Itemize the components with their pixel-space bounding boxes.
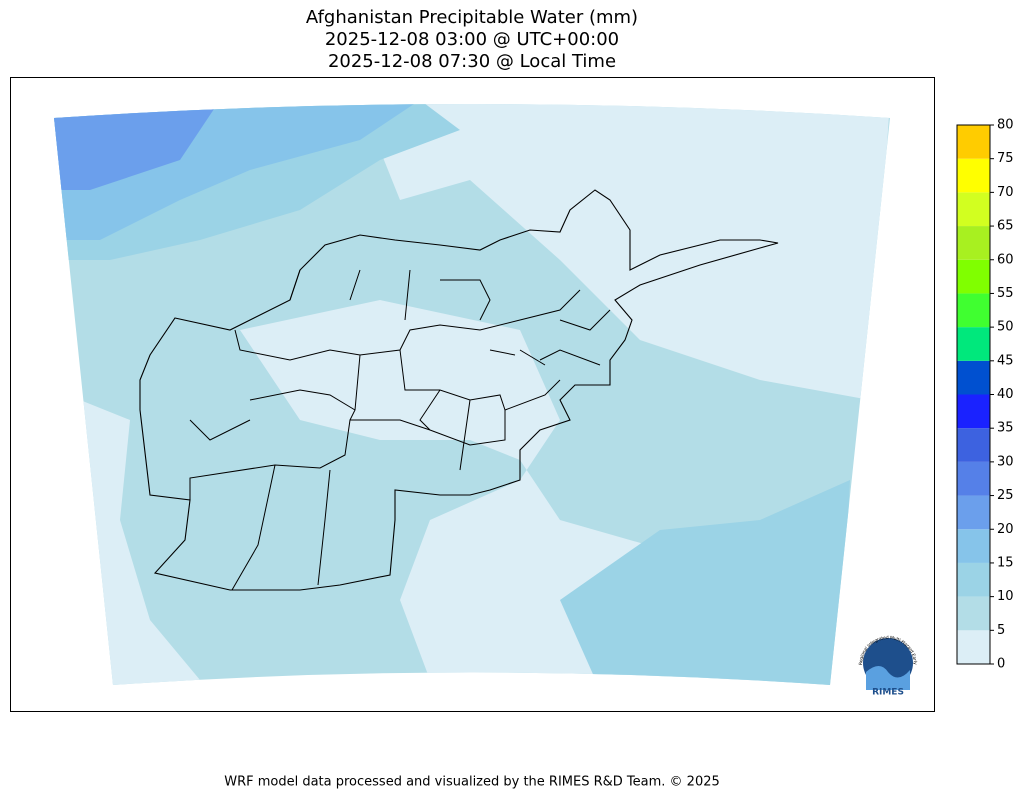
colorbar-tick-label: 45 <box>997 353 1014 368</box>
colorbar-tick-label: 20 <box>997 522 1014 537</box>
colorbar-tick-label: 50 <box>997 320 1014 335</box>
colorbar-bin <box>957 259 990 294</box>
colorbar-tick-label: 35 <box>997 421 1014 436</box>
colorbar-tick-label: 15 <box>997 555 1014 570</box>
colorbar-bin <box>957 293 990 328</box>
field-mid <box>560 480 850 685</box>
footer: WRF model data processed and visualized … <box>224 775 720 790</box>
colorbar-bin <box>957 226 990 260</box>
colorbar-bin <box>957 192 990 227</box>
map: Regional Integrated Multi-Hazard Early W… <box>0 0 935 712</box>
field-high <box>54 104 220 190</box>
colorbar-bin <box>957 125 990 159</box>
colorbar-tick-label: 60 <box>997 252 1014 267</box>
colorbar-bin <box>957 562 990 597</box>
colorbar-tick-label: 80 <box>997 118 1014 133</box>
colorbar-bin <box>957 596 990 631</box>
colorbar-bin <box>957 327 990 361</box>
colorbar-bin <box>957 495 990 530</box>
field-low <box>80 400 200 685</box>
logo-text: RIMES <box>872 688 904 698</box>
colorbar-tick-label: 40 <box>997 387 1014 402</box>
title-line: 2025-12-08 07:30 @ Local Time <box>328 51 616 72</box>
colorbar-bin <box>957 630 990 664</box>
province-borders <box>189 269 611 591</box>
title-line: Afghanistan Precipitable Water (mm) <box>306 7 638 28</box>
colorbar-bin <box>957 529 990 563</box>
colorbar-bin <box>957 360 990 395</box>
colorbar-bin <box>957 158 990 193</box>
logo-wave <box>866 666 910 690</box>
colorbar-tick-label: 25 <box>997 488 1014 503</box>
colorbar-tick-label: 75 <box>997 151 1014 166</box>
colorbar: 0 5 10 15 20 25 30 35 40 45 50 55 60 65 70 75 80 <box>956 118 1014 672</box>
colorbar-tick-label: 5 <box>997 623 1005 638</box>
colorbar-tick-label: 30 <box>997 454 1014 469</box>
colorbar-tick-label: 65 <box>997 219 1014 234</box>
colorbar-tick-label: 0 <box>997 657 1005 672</box>
colorbar-bin <box>957 428 990 462</box>
field-low <box>300 104 890 400</box>
title-line: 2025-12-08 03:00 @ UTC+00:00 <box>325 29 619 50</box>
colorbar-bin <box>957 461 990 496</box>
colorbar-tick-label: 10 <box>997 589 1014 604</box>
colorbar-bin <box>957 394 990 429</box>
colorbar-tick-label: 70 <box>997 185 1014 200</box>
map-frame <box>10 77 935 712</box>
country-border <box>139 189 779 591</box>
colorbar-tick-label: 55 <box>997 286 1014 301</box>
